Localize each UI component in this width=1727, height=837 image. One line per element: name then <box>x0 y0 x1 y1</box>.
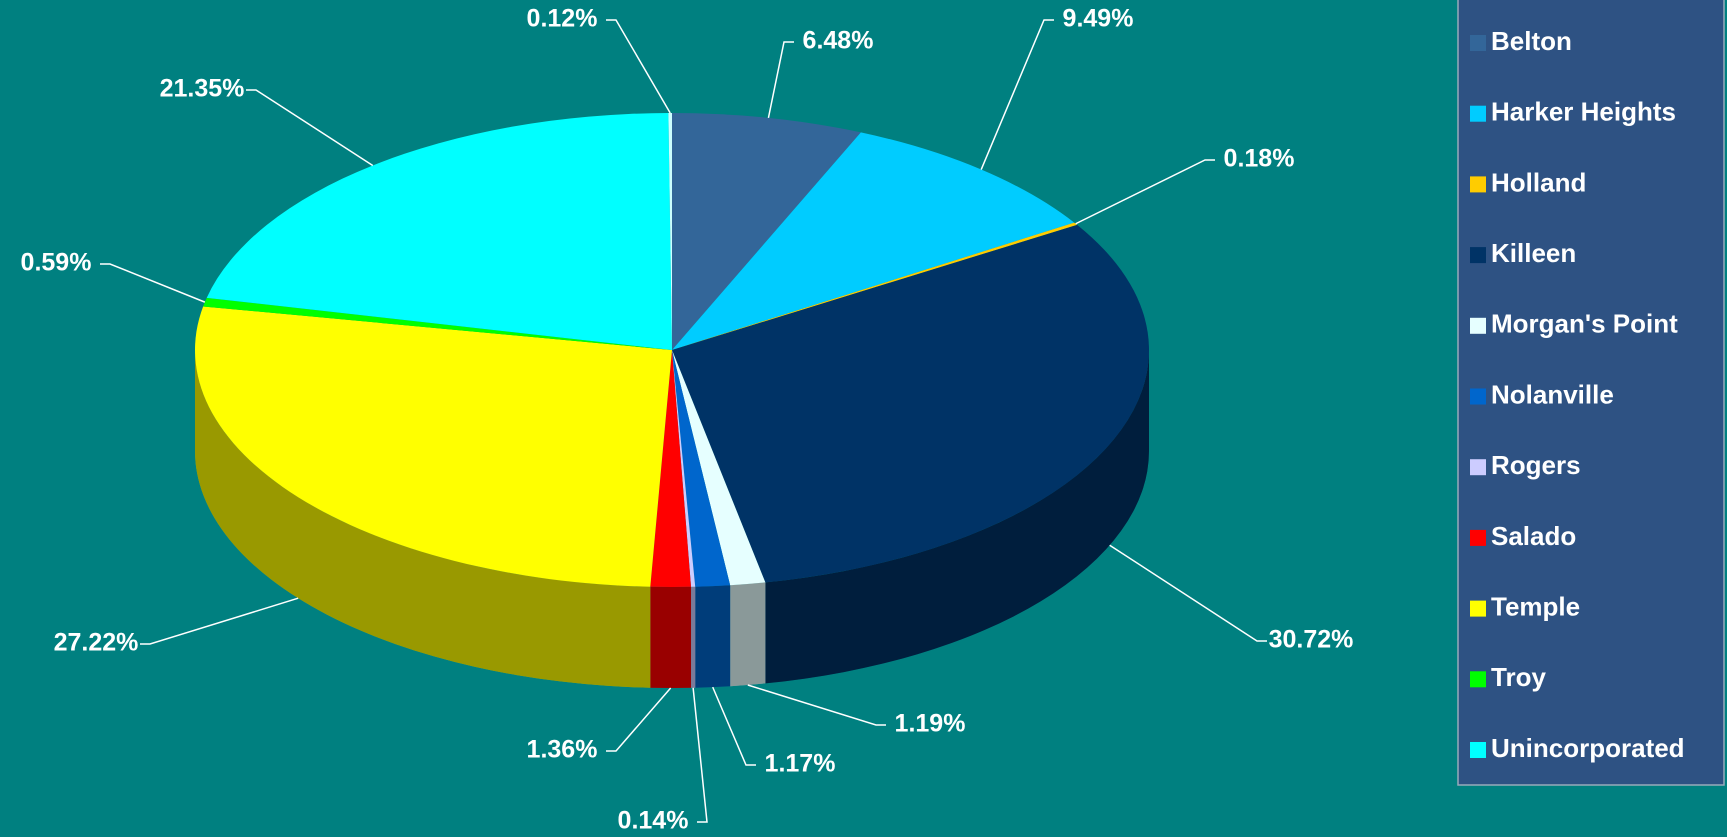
legend-swatch <box>1470 247 1486 264</box>
leader-line <box>712 686 756 766</box>
legend-label: Salado <box>1491 521 1576 551</box>
legend-label: Killeen <box>1491 238 1576 268</box>
slice <box>668 113 672 350</box>
legend-label: Harker Heights <box>1491 97 1676 127</box>
slice-side <box>650 586 692 688</box>
slice <box>672 132 1075 350</box>
legend-swatch <box>1470 742 1486 758</box>
slice <box>195 306 673 587</box>
slice <box>203 297 672 350</box>
slice-side-shade <box>195 350 651 688</box>
data-label: 1.17% <box>765 750 836 778</box>
slice <box>672 222 1078 350</box>
data-label: 0.59% <box>21 249 92 277</box>
leader-line <box>140 597 299 645</box>
legend-label: Temple <box>1491 591 1580 621</box>
slice <box>206 113 672 350</box>
slice-side-shade <box>691 586 696 688</box>
slice <box>672 224 1150 583</box>
data-label: 0.18% <box>1224 145 1295 173</box>
data-label: 30.72% <box>1269 626 1354 654</box>
slice <box>672 350 766 586</box>
data-label: 1.19% <box>895 710 966 738</box>
legend-swatch <box>1470 529 1486 546</box>
leader-line <box>1075 159 1215 225</box>
leader-line <box>246 89 374 167</box>
legend-swatch <box>1470 176 1486 193</box>
leader-line <box>747 684 886 726</box>
leader-line <box>980 19 1054 170</box>
data-label: 0.14% <box>618 807 689 835</box>
slice-side-shade <box>730 582 766 687</box>
data-label: 6.48% <box>803 27 874 55</box>
leader-line <box>606 19 671 114</box>
legend-label: Rogers <box>1491 450 1581 480</box>
leader-line <box>692 687 708 823</box>
legend-label: Morgan's Point <box>1491 309 1678 339</box>
legend-label: Unincorporated <box>1491 733 1685 763</box>
slice-side-shade <box>765 350 1149 684</box>
slice-side <box>195 350 651 688</box>
slice <box>672 350 696 587</box>
legend-swatch <box>1470 388 1486 405</box>
leader-line <box>606 687 672 752</box>
data-label: 27.22% <box>54 629 139 657</box>
legend-swatch <box>1470 105 1486 122</box>
slice-side <box>691 586 696 688</box>
data-label: 1.36% <box>527 736 598 764</box>
slice-side-shade <box>695 585 731 688</box>
legend-box <box>1457 0 1725 786</box>
legend-swatch <box>1470 35 1486 51</box>
legend-swatch <box>1470 671 1486 688</box>
legend-label: Holland <box>1491 167 1586 197</box>
legend-swatch <box>1470 600 1486 617</box>
legend-label: Belton <box>1491 26 1572 56</box>
data-label: 0.12% <box>527 5 598 33</box>
slice <box>672 350 731 587</box>
slice <box>672 113 861 350</box>
leader-line <box>100 263 206 303</box>
legend-swatch <box>1470 459 1486 476</box>
slice-side <box>730 582 766 687</box>
leader-line <box>1109 544 1267 642</box>
legend-label: Nolanville <box>1491 379 1614 409</box>
slice-side-shade <box>650 586 692 688</box>
data-label: 21.35% <box>160 75 245 103</box>
data-label: 9.49% <box>1063 5 1134 33</box>
slice-side <box>695 585 731 688</box>
slice <box>650 350 692 587</box>
slice-side <box>765 350 1149 684</box>
leader-line <box>767 41 794 119</box>
legend-label: Troy <box>1491 662 1546 692</box>
legend-swatch <box>1470 317 1486 334</box>
